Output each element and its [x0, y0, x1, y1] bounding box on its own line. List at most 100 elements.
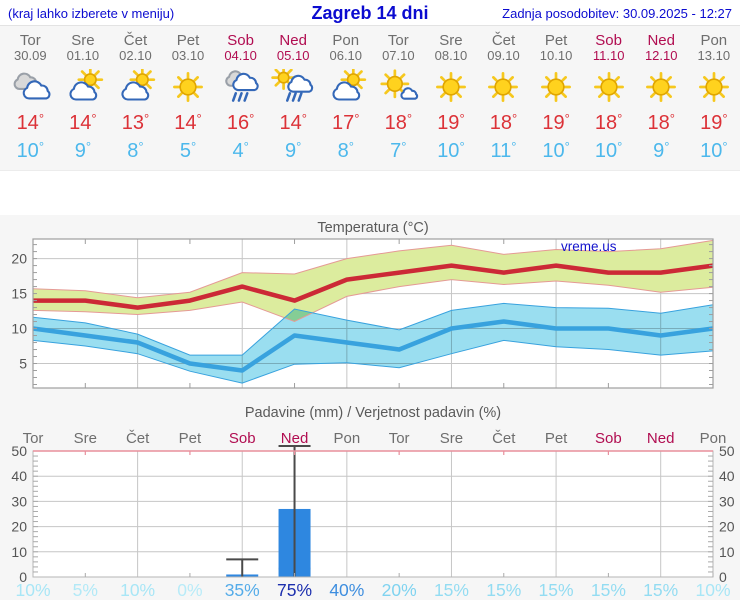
forecast-day-pon-06.10[interactable]: Pon 06.10 17° 8° — [319, 26, 372, 170]
high-temp: 18° — [647, 111, 675, 134]
sun-rain-icon — [271, 69, 314, 102]
forecast-day-pon-13.10[interactable]: Pon 13.10 19° 10° — [688, 26, 740, 170]
low-temp: 8° — [337, 139, 354, 162]
precip-day-label: Sob — [229, 430, 256, 447]
forecast-day-pet-03.10[interactable]: Pet 03.10 14° 5° — [162, 26, 215, 170]
high-temp: 18° — [384, 111, 413, 134]
precip-day-label: Sob — [595, 430, 622, 447]
day-name: Tor — [19, 32, 41, 49]
forecast-day-čet-09.10[interactable]: Čet 09.10 18° 11° — [477, 26, 530, 170]
precip-y-label-right: 50 — [719, 443, 735, 459]
low-temp: 11° — [490, 139, 517, 162]
forecast-day-sob-04.10[interactable]: Sob 04.10 16° 4° — [214, 26, 267, 170]
precip-y-label-left: 30 — [11, 493, 27, 509]
sunny-icon — [488, 72, 519, 102]
forecast-day-pet-10.10[interactable]: Pet 10.10 19° 10° — [530, 26, 583, 170]
day-date: 08.10 — [434, 48, 468, 63]
high-temp: 14° — [174, 111, 202, 134]
day-date: 04.10 — [224, 48, 257, 63]
page-title: Zagreb 14 dni — [311, 3, 429, 23]
weather-icon-slot — [323, 67, 369, 107]
weather-icon-slot — [112, 67, 158, 107]
min-temp-line — [32, 319, 714, 373]
high-temp: 16° — [226, 111, 255, 134]
watermark[interactable]: vreme.us — [561, 239, 617, 254]
precip-day-label: Sre — [74, 430, 97, 447]
day-name: Pet — [176, 32, 200, 49]
forecast-day-tor-30.09[interactable]: Tor 30.09 14° 10° — [4, 26, 57, 170]
precip-day-label: Ned — [647, 430, 675, 447]
precip-y-label-left: 0 — [19, 569, 27, 585]
precip-y-label-right: 30 — [719, 493, 735, 509]
low-temp: 8° — [127, 139, 144, 162]
sunny-icon — [435, 72, 466, 102]
weather-icon-slot — [218, 67, 264, 107]
forecast-day-sre-08.10[interactable]: Sre 08.10 19° 10° — [425, 26, 478, 170]
forecast-day-sob-11.10[interactable]: Sob 11.10 18° 10° — [582, 26, 635, 170]
day-name: Sob — [227, 32, 254, 49]
rain-icon — [224, 70, 259, 102]
day-date: 13.10 — [697, 48, 731, 63]
sun-cloud-icon — [69, 69, 104, 101]
low-temp: 10° — [437, 139, 465, 162]
low-temp: 10° — [16, 139, 45, 162]
precip-day-label: Čet — [492, 430, 516, 447]
weather-icon-slot — [428, 67, 474, 107]
weather-icon-slot — [270, 67, 316, 107]
high-temp: 19° — [700, 111, 728, 134]
day-name: Ned — [647, 32, 675, 49]
day-date: 09.10 — [487, 48, 520, 63]
precip-day-label: Pon — [333, 430, 360, 447]
day-date: 06.10 — [329, 48, 363, 63]
sun-cloud-icon — [332, 69, 366, 101]
forecast-day-sre-01.10[interactable]: Sre 01.10 14° 9° — [57, 26, 110, 170]
precip-y-label-right: 20 — [719, 519, 735, 535]
precip-day-label: Ned — [281, 430, 309, 447]
day-name: Ned — [279, 32, 307, 49]
last-update: Zadnja posodobitev: 30.09.2025 - 12:27 — [502, 6, 732, 21]
sunny-icon — [593, 72, 624, 102]
high-temp: 14° — [279, 111, 307, 134]
low-temp: 10° — [542, 139, 570, 162]
precip-y-label-right: 40 — [719, 468, 735, 484]
sunny-icon — [646, 72, 677, 102]
weather-icon-slot — [165, 67, 211, 107]
high-temp: 14° — [16, 111, 45, 134]
high-temp: 19° — [437, 111, 465, 134]
day-date: 10.10 — [539, 48, 573, 63]
location-note[interactable]: (kraj lahko izberete v meniju) — [8, 6, 175, 21]
precip-percent-label: 40% — [329, 580, 364, 600]
forecast-day-ned-05.10[interactable]: Ned 05.10 14° 9° — [267, 26, 320, 170]
weather-icon-slot — [480, 67, 526, 107]
weather-icon-slot — [586, 67, 632, 107]
low-temp: 10° — [594, 139, 623, 162]
high-temp: 14° — [69, 111, 97, 134]
precip-day-label: Pet — [545, 430, 568, 447]
precip-day-label: Tor — [23, 430, 44, 447]
cloudy-icon — [13, 72, 51, 100]
precip-percent-label: 0% — [177, 580, 202, 600]
weather-icon-slot — [60, 67, 106, 107]
low-temp: 7° — [390, 139, 407, 162]
day-name: Čet — [491, 32, 516, 49]
precip-percent-label: 15% — [539, 580, 574, 600]
day-date: 12.10 — [644, 48, 678, 63]
forecast-day-ned-12.10[interactable]: Ned 12.10 18° 9° — [635, 26, 688, 170]
temp-y-label: 20 — [11, 251, 27, 267]
day-name: Pon — [700, 32, 728, 49]
forecast-day-tor-07.10[interactable]: Tor 07.10 18° 7° — [372, 26, 425, 170]
max-temp-band — [33, 240, 713, 322]
low-temp: 9° — [74, 139, 92, 162]
sunny-icon — [173, 72, 203, 102]
forecast-day-čet-02.10[interactable]: Čet 02.10 13° 8° — [109, 26, 162, 170]
precip-percent-label: 10% — [15, 580, 50, 600]
low-temp: 10° — [700, 139, 728, 162]
precip-percent-label: 75% — [277, 580, 312, 600]
precip-day-label: Tor — [389, 430, 410, 447]
day-name: Sob — [595, 32, 622, 49]
precip-y-label-left: 40 — [11, 468, 27, 484]
precip-percent-label: 35% — [225, 580, 260, 600]
weather-icon-slot — [375, 67, 421, 107]
precip-percent-label: 20% — [382, 580, 417, 600]
day-name: Pon — [332, 32, 360, 49]
